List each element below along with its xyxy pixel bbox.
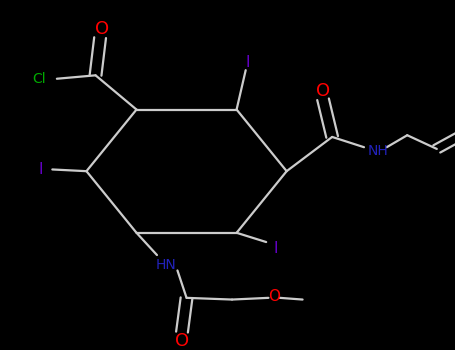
Text: I: I [39,162,43,177]
Text: HN: HN [156,258,177,272]
Text: I: I [273,241,278,256]
Text: Cl: Cl [32,72,46,86]
Text: I: I [246,55,250,70]
Text: O: O [268,289,280,304]
Text: O: O [316,82,330,100]
Text: O: O [175,332,189,350]
Text: O: O [95,20,110,38]
Text: NH: NH [367,144,388,158]
